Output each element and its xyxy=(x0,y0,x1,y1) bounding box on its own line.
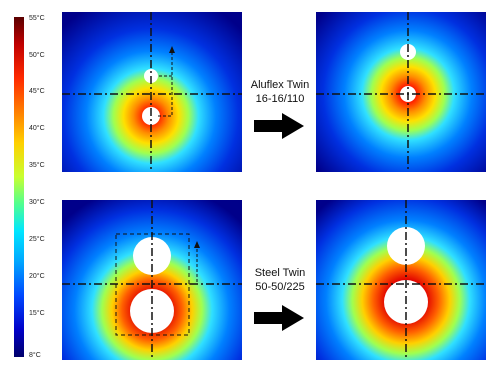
colorbar-tick-30: 30°C xyxy=(29,199,45,206)
colorbar-tick-35: 35°C xyxy=(29,162,45,169)
transition-label-aluflex-line2: 16-16/110 xyxy=(255,93,305,105)
transition-label-aluflex: Aluflex Twin 16-16/110 xyxy=(244,78,316,106)
thermal-panel-steel-before xyxy=(62,200,242,360)
right-arrow-icon xyxy=(254,305,304,331)
colorbar-tick-50: 50°C xyxy=(29,52,45,59)
colorbar-tick-25: 25°C xyxy=(29,236,45,243)
colorbar-tick-20: 20°C xyxy=(29,273,45,280)
colorbar-tick-15: 15°C xyxy=(29,310,45,317)
temperature-colorbar xyxy=(14,17,24,357)
colorbar-tick-8: 8°C xyxy=(29,352,41,359)
colorbar-tick-55: 55°C xyxy=(29,15,45,22)
colorbar-tick-45: 45°C xyxy=(29,88,45,95)
transition-label-steel: Steel Twin 50-50/225 xyxy=(244,266,316,294)
thermal-panel-steel-after xyxy=(316,200,486,360)
transition-label-aluflex-line1: Aluflex Twin xyxy=(250,79,310,91)
transition-label-steel-line2: 50-50/225 xyxy=(255,281,305,293)
thermal-panel-aluflex-after xyxy=(316,12,486,172)
right-arrow-icon xyxy=(254,113,304,139)
thermal-panel-aluflex-before xyxy=(62,12,242,172)
transition-label-steel-line1: Steel Twin xyxy=(254,267,306,279)
colorbar-tick-40: 40°C xyxy=(29,125,45,132)
